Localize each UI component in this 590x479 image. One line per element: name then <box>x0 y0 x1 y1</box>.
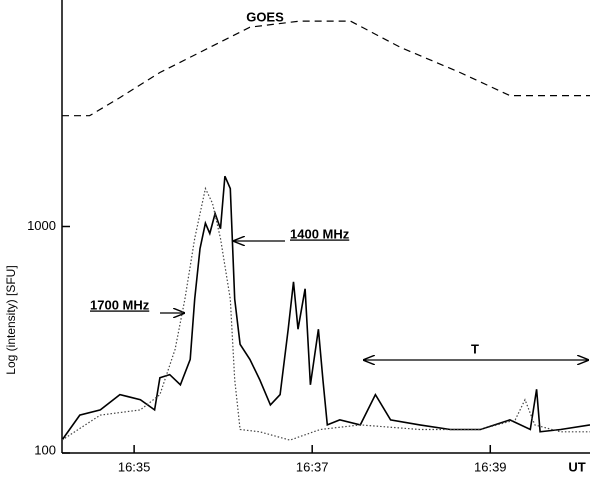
series-line <box>62 20 590 117</box>
y-tick-label: 1000 <box>27 218 56 233</box>
x-tick-label: 16:39 <box>474 459 507 474</box>
x-axis-label: UT <box>568 459 585 474</box>
series-line <box>61 175 590 441</box>
y-tick-label: 100 <box>34 442 56 457</box>
series-line <box>61 186 590 441</box>
annotation: GOES <box>246 9 284 24</box>
x-tick-label: 16:37 <box>296 459 329 474</box>
annotation: 1400 MHz <box>290 226 350 241</box>
y-axis-label: Log (intensity) [SFU] <box>4 265 18 374</box>
annotation: 1700 MHz <box>90 297 150 312</box>
x-tick-label: 16:35 <box>118 459 151 474</box>
annotation: T <box>471 341 479 356</box>
